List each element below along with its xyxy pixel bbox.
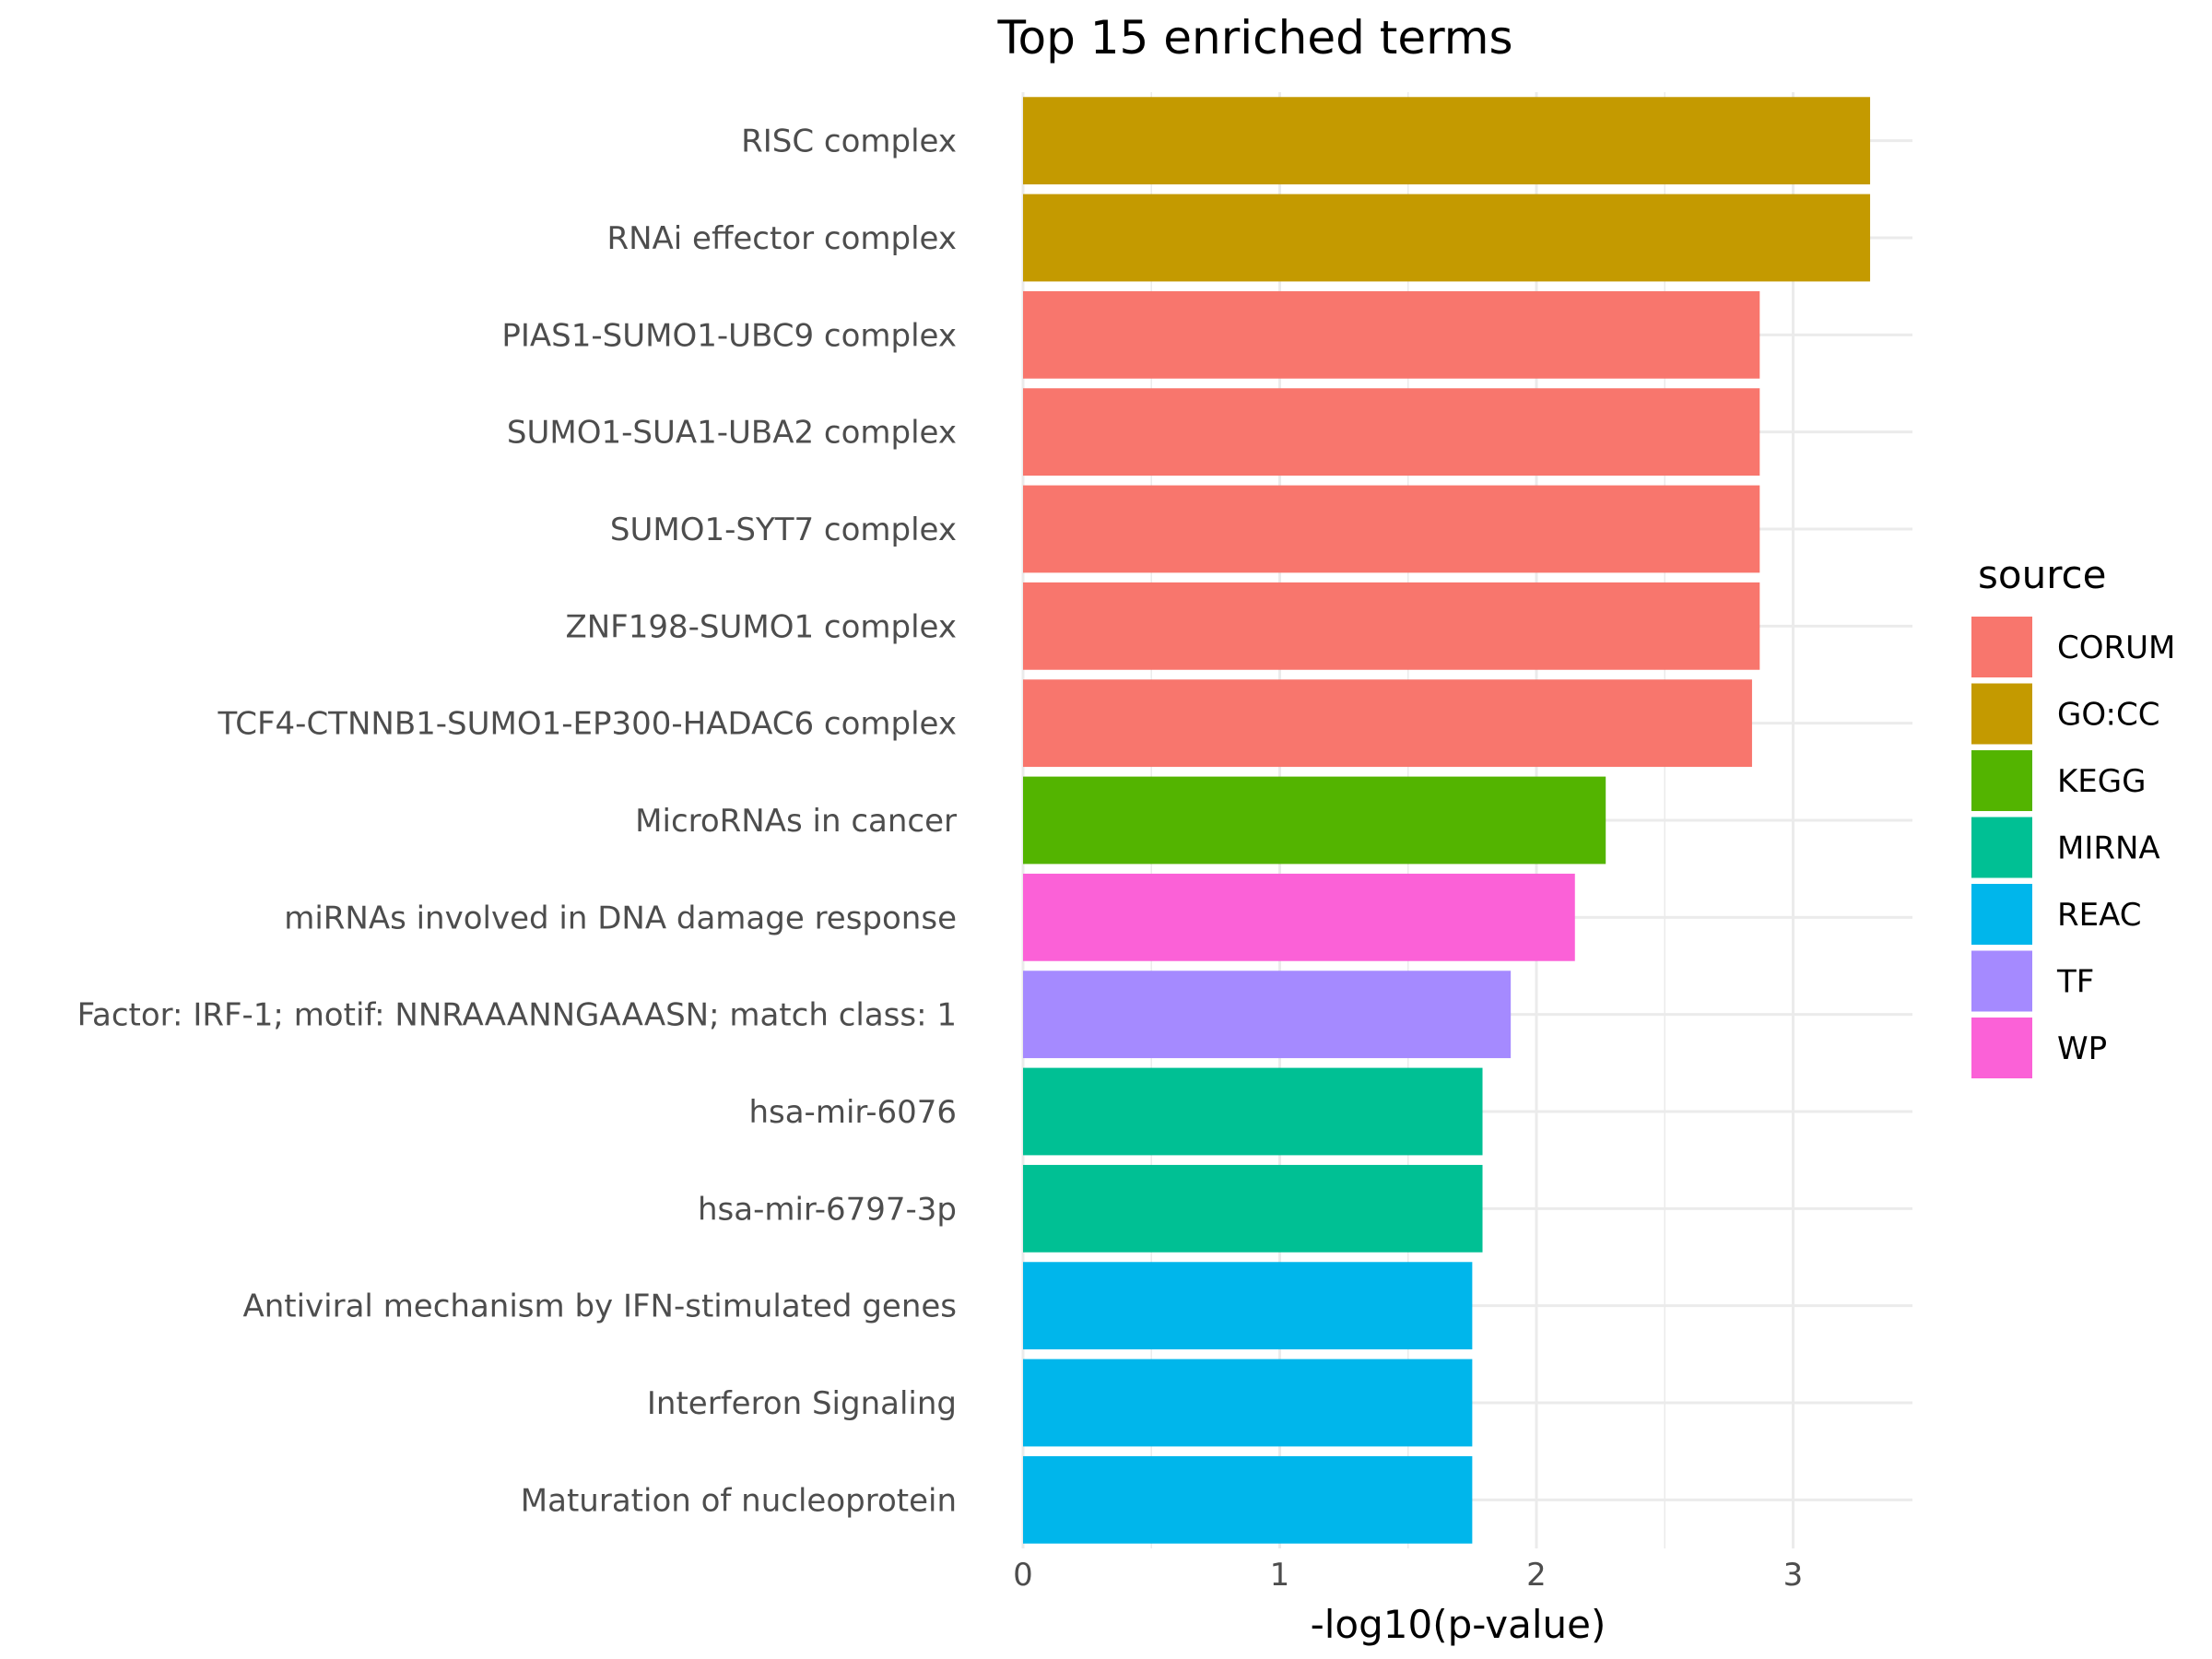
legend: source CORUM GO:CC KEGG MIRNA REAC TF WP [1971, 552, 2175, 1078]
bar [1023, 1455, 1473, 1544]
y-axis-label: PIAS1-SUMO1-UBC9 complex [501, 317, 957, 354]
legend-label: CORUM [2057, 629, 2175, 666]
legend-label: GO:CC [2057, 697, 2159, 734]
bars [1023, 97, 1871, 1544]
y-axis-label: miRNAs involved in DNA damage response [284, 900, 957, 936]
legend-key [1971, 817, 2032, 878]
y-axis-labels: RISC complex RNAi effector complex PIAS1-S… [77, 124, 957, 1520]
legend-key [1971, 617, 2032, 677]
y-axis-label: MicroRNAs in cancer [635, 803, 957, 840]
legend-label: MIRNA [2057, 830, 2160, 867]
chart-title: Top 15 enriched terms [996, 11, 1512, 65]
y-axis-label: hsa-mir-6076 [748, 1094, 957, 1131]
y-axis-label: Antiviral mechanism by IFN-stimulated ge… [242, 1288, 957, 1325]
y-axis-label: RNAi effector complex [606, 220, 957, 257]
bar [1023, 485, 1760, 573]
legend-key [1971, 884, 2032, 945]
bar [1023, 194, 1871, 282]
bar [1023, 1262, 1473, 1350]
legend-key [1971, 1018, 2032, 1078]
x-axis-tick-label: 0 [1013, 1557, 1033, 1594]
bar [1023, 1164, 1483, 1253]
legend-key [1971, 750, 2032, 811]
y-axis-label: Maturation of nucleoprotein [521, 1482, 957, 1519]
bar [1023, 971, 1512, 1059]
bar [1023, 679, 1752, 768]
legend-label: REAC [2057, 897, 2142, 934]
y-axis-label: SUMO1-SYT7 complex [610, 512, 957, 548]
y-axis-label: Interferon Signaling [647, 1385, 957, 1422]
y-axis-label: ZNF198-SUMO1 complex [565, 608, 957, 645]
legend-label: WP [2057, 1030, 2107, 1067]
x-axis-tick-label: 3 [1783, 1557, 1804, 1594]
x-axis-tick-label: 1 [1270, 1557, 1290, 1594]
bar [1023, 97, 1871, 185]
y-axis-label: Factor: IRF-1; motif: NNRAAANNGAAASN; ma… [77, 997, 957, 1034]
legend-title: source [1978, 552, 2106, 597]
legend-label: KEGG [2057, 763, 2146, 800]
bar [1023, 873, 1575, 961]
y-axis-label: hsa-mir-6797-3p [698, 1191, 957, 1228]
bar [1023, 388, 1760, 477]
bar [1023, 582, 1760, 670]
x-axis-ticks: 0 1 2 3 [1013, 1557, 1803, 1594]
bar [1023, 776, 1606, 865]
bar [1023, 1359, 1473, 1447]
y-axis-label: RISC complex [741, 124, 957, 160]
legend-label: TF [2056, 964, 2094, 1001]
y-axis-label: TCF4-CTNNB1-SUMO1-EP300-HADAC6 complex [217, 706, 957, 743]
x-axis-tick-label: 2 [1526, 1557, 1547, 1594]
y-axis-label: SUMO1-SUA1-UBA2 complex [507, 415, 957, 452]
legend-key [1971, 950, 2032, 1012]
x-axis-title: -log10(p-value) [1311, 1602, 1606, 1647]
legend-key [1971, 683, 2032, 745]
bar [1023, 290, 1760, 379]
bar [1023, 1067, 1483, 1156]
